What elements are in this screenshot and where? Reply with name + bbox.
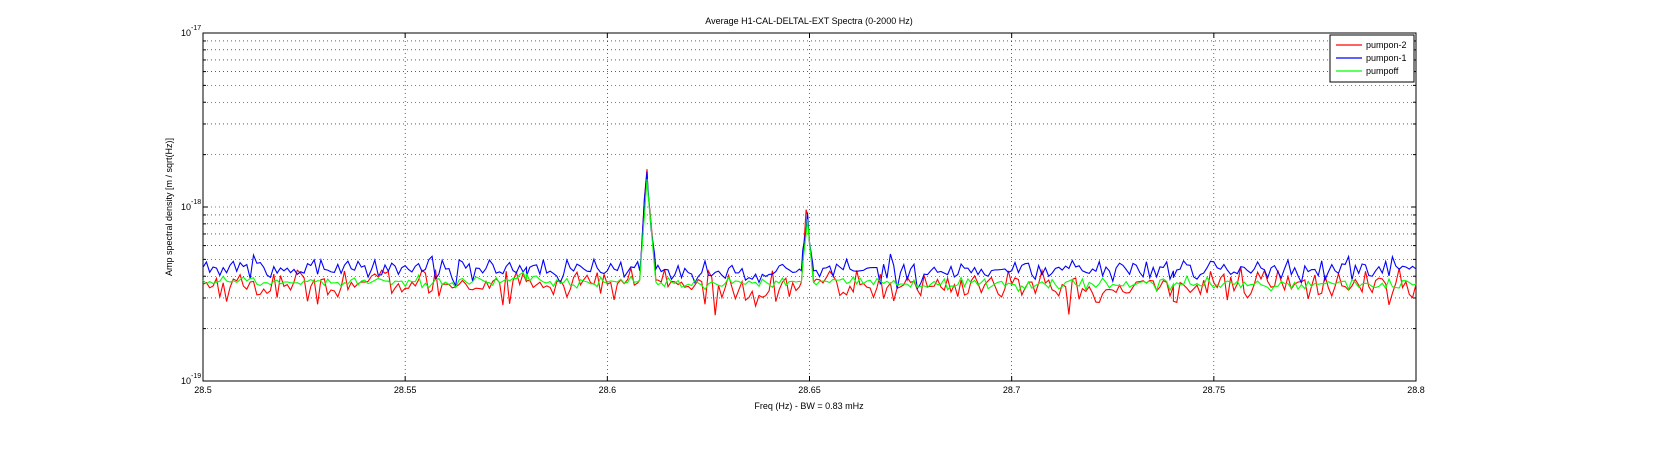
- x-tick-label: 28.5: [194, 385, 212, 395]
- y-tick-label-exponent: -18: [191, 199, 201, 206]
- series-line-pumpon-2: [202, 169, 1417, 316]
- x-tick-label: 28.6: [599, 385, 617, 395]
- y-tick-label-base: 10: [181, 28, 191, 38]
- y-tick-label-exponent: -19: [191, 373, 201, 380]
- series-line-pumpoff: [202, 178, 1417, 293]
- chart-title: Average H1-CAL-DELTAL-EXT Spectra (0-200…: [705, 16, 912, 26]
- x-tick-label: 28.8: [1407, 385, 1425, 395]
- series-group: [202, 169, 1417, 316]
- x-tick-label: 28.65: [798, 385, 821, 395]
- legend-label-pumpon-1: pumpon-1: [1366, 53, 1407, 63]
- plot-area: [202, 32, 1417, 382]
- y-tick-label-base: 10: [181, 202, 191, 212]
- x-tick-label: 28.55: [394, 385, 417, 395]
- legend-label-pumpoff: pumpoff: [1366, 66, 1399, 76]
- x-axis-label: Freq (Hz) - BW = 0.83 mHz: [754, 401, 864, 411]
- legend: pumpon-2 pumpon-1 pumpoff: [1329, 34, 1415, 83]
- legend-label-pumpon-2: pumpon-2: [1366, 40, 1407, 50]
- y-tick-label-base: 10: [181, 376, 191, 386]
- axis-ticks: [202, 33, 1417, 381]
- x-tick-label: 28.7: [1003, 385, 1021, 395]
- y-axis-label: Amp spectral density [m / sqrt(Hz)]: [164, 138, 174, 276]
- y-tick-label-exponent: -17: [191, 25, 201, 32]
- x-tick-label: 28.75: [1203, 385, 1226, 395]
